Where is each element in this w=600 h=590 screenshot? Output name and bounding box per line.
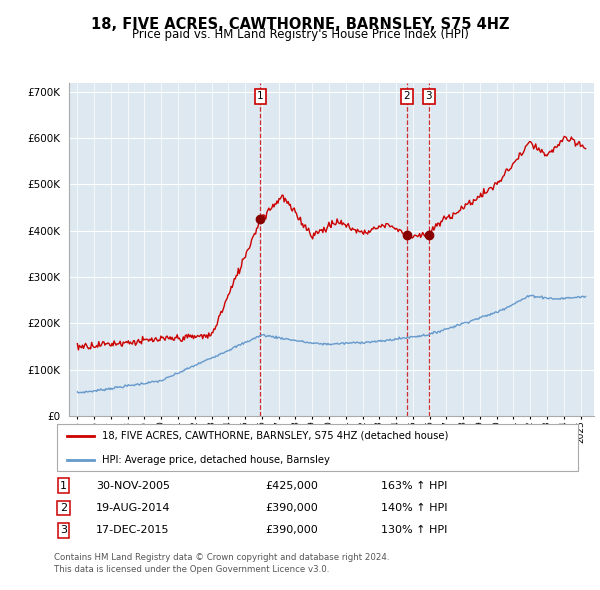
Text: HPI: Average price, detached house, Barnsley: HPI: Average price, detached house, Barn… — [101, 455, 329, 466]
Text: 1: 1 — [60, 481, 67, 490]
Text: Price paid vs. HM Land Registry's House Price Index (HPI): Price paid vs. HM Land Registry's House … — [131, 28, 469, 41]
Text: £390,000: £390,000 — [265, 503, 318, 513]
Text: 3: 3 — [425, 91, 432, 101]
Text: 140% ↑ HPI: 140% ↑ HPI — [382, 503, 448, 513]
Text: £425,000: £425,000 — [265, 481, 318, 490]
Text: 19-AUG-2014: 19-AUG-2014 — [96, 503, 171, 513]
Text: 18, FIVE ACRES, CAWTHORNE, BARNSLEY, S75 4HZ: 18, FIVE ACRES, CAWTHORNE, BARNSLEY, S75… — [91, 17, 509, 31]
Text: 18, FIVE ACRES, CAWTHORNE, BARNSLEY, S75 4HZ (detached house): 18, FIVE ACRES, CAWTHORNE, BARNSLEY, S75… — [101, 431, 448, 441]
Text: 130% ↑ HPI: 130% ↑ HPI — [382, 525, 448, 535]
Text: 163% ↑ HPI: 163% ↑ HPI — [382, 481, 448, 490]
Text: 30-NOV-2005: 30-NOV-2005 — [96, 481, 170, 490]
Text: This data is licensed under the Open Government Licence v3.0.: This data is licensed under the Open Gov… — [54, 565, 329, 574]
Text: 17-DEC-2015: 17-DEC-2015 — [96, 525, 170, 535]
Text: 2: 2 — [403, 91, 410, 101]
Text: Contains HM Land Registry data © Crown copyright and database right 2024.: Contains HM Land Registry data © Crown c… — [54, 553, 389, 562]
Text: 3: 3 — [60, 525, 67, 535]
Text: 2: 2 — [60, 503, 67, 513]
FancyBboxPatch shape — [56, 424, 578, 471]
Text: 1: 1 — [257, 91, 264, 101]
Text: £390,000: £390,000 — [265, 525, 318, 535]
